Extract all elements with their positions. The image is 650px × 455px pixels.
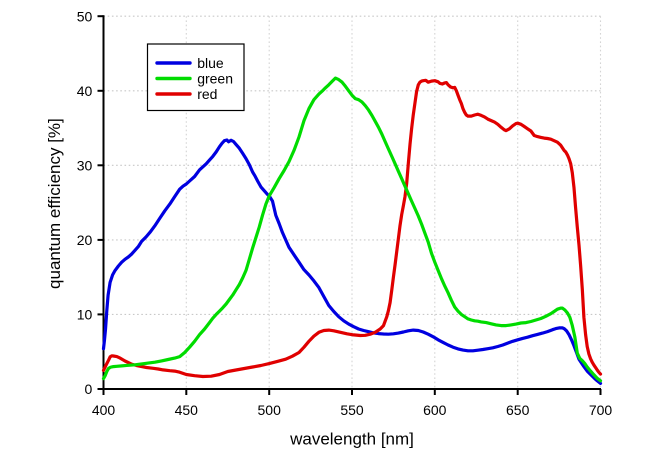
svg-text:quantum efficiency [%]: quantum efficiency [%] — [45, 118, 64, 289]
svg-text:400: 400 — [92, 402, 116, 418]
svg-text:wavelength [nm]: wavelength [nm] — [289, 430, 414, 449]
svg-text:550: 550 — [340, 402, 364, 418]
svg-text:green: green — [197, 70, 233, 86]
svg-text:blue: blue — [197, 55, 224, 71]
svg-text:red: red — [197, 86, 217, 102]
svg-text:500: 500 — [258, 402, 282, 418]
svg-text:50: 50 — [77, 8, 93, 24]
svg-text:10: 10 — [77, 307, 93, 323]
svg-text:650: 650 — [506, 402, 530, 418]
svg-text:30: 30 — [77, 157, 93, 173]
svg-text:450: 450 — [175, 402, 199, 418]
svg-text:20: 20 — [77, 232, 93, 248]
svg-text:40: 40 — [77, 83, 93, 99]
svg-text:700: 700 — [589, 402, 613, 418]
svg-text:600: 600 — [423, 402, 447, 418]
svg-text:0: 0 — [85, 381, 93, 397]
